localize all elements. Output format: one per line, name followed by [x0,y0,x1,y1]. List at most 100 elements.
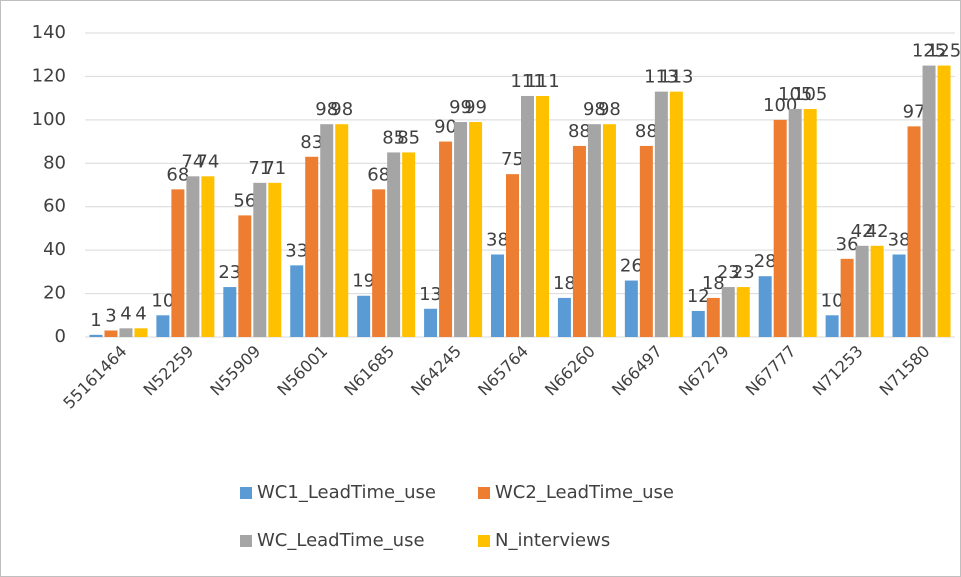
y-tick-label: 20 [43,283,66,304]
bar [825,315,839,337]
bar [186,176,200,337]
data-label: 42 [866,221,889,242]
data-label: 68 [166,164,189,185]
data-label: 68 [367,164,390,185]
bar [134,328,148,337]
data-label: 98 [330,99,353,120]
bar [491,254,504,337]
bar [253,182,267,337]
bar [171,189,185,337]
bar [602,124,616,337]
bar [922,65,936,338]
data-label: 75 [501,149,524,170]
bar [89,334,103,337]
data-label: 98 [598,99,621,120]
bar [521,95,534,337]
data-label: 90 [434,117,457,138]
data-label: 36 [836,234,859,255]
data-label: 19 [352,271,375,292]
data-label: 125 [927,41,961,62]
data-label: 74 [196,151,219,172]
data-label: 4 [120,303,131,324]
legend-swatch [240,535,252,547]
data-label: 98 [315,99,338,120]
bar [654,91,668,337]
bar [201,176,215,337]
bar [335,124,349,337]
data-label: 105 [778,84,812,105]
bar [506,174,519,337]
data-label: 38 [888,229,911,250]
bar [639,145,653,337]
bar [892,254,906,337]
legend-label: N_interviews [495,530,610,551]
bar [536,95,549,337]
bar [424,308,438,337]
bar [387,152,401,337]
data-label: 74 [181,151,204,172]
bar [758,276,772,337]
data-label: 125 [912,41,946,62]
data-label: 98 [583,99,606,120]
data-label: 111 [525,71,559,92]
data-label: 56 [233,190,256,211]
data-label: 23 [732,262,755,283]
bar [469,122,483,338]
data-label: 88 [635,121,658,142]
bar [706,297,720,337]
bar [907,126,921,337]
data-label: 1 [90,310,101,331]
data-label: 3 [105,305,116,326]
data-label: 38 [486,229,509,250]
legend-label: WC2_LeadTime_use [495,482,674,503]
bar [357,295,371,337]
bar [669,91,683,337]
bar [557,297,571,337]
data-label: 33 [285,240,308,261]
y-tick-label: 80 [43,152,66,173]
data-label: 113 [659,67,693,88]
bar [721,287,735,337]
data-label: 23 [218,262,241,283]
bar [372,189,386,337]
data-label: 13 [419,284,442,305]
bar [454,122,468,338]
data-label: 99 [464,97,487,118]
bar [104,330,118,337]
bar [572,145,586,337]
bar [788,109,802,337]
y-tick-label: 120 [32,65,66,86]
data-label: 10 [151,290,174,311]
legend-label: WC1_LeadTime_use [257,482,436,503]
bar [937,65,951,338]
data-label: 85 [382,127,405,148]
bar [736,287,750,337]
data-label: 71 [263,158,286,179]
y-tick-label: 140 [32,22,66,43]
data-label: 18 [553,273,576,294]
data-label: 10 [821,290,844,311]
legend-swatch [478,535,490,547]
data-label: 28 [754,251,777,272]
data-label: 111 [510,71,544,92]
data-label: 105 [793,84,827,105]
data-label: 42 [851,221,874,242]
bar [587,124,601,337]
data-label: 26 [620,256,643,277]
data-label: 97 [903,101,926,122]
bar [691,310,705,337]
bar [773,119,787,337]
bar [223,287,237,337]
bar [238,215,252,337]
bar [840,258,854,337]
bar [803,109,817,337]
data-label: 4 [135,303,146,324]
data-label: 99 [449,97,472,118]
bar [268,182,282,337]
bar [870,245,884,337]
y-tick-label: 0 [55,326,66,347]
data-label: 23 [717,262,740,283]
bar [156,315,170,337]
